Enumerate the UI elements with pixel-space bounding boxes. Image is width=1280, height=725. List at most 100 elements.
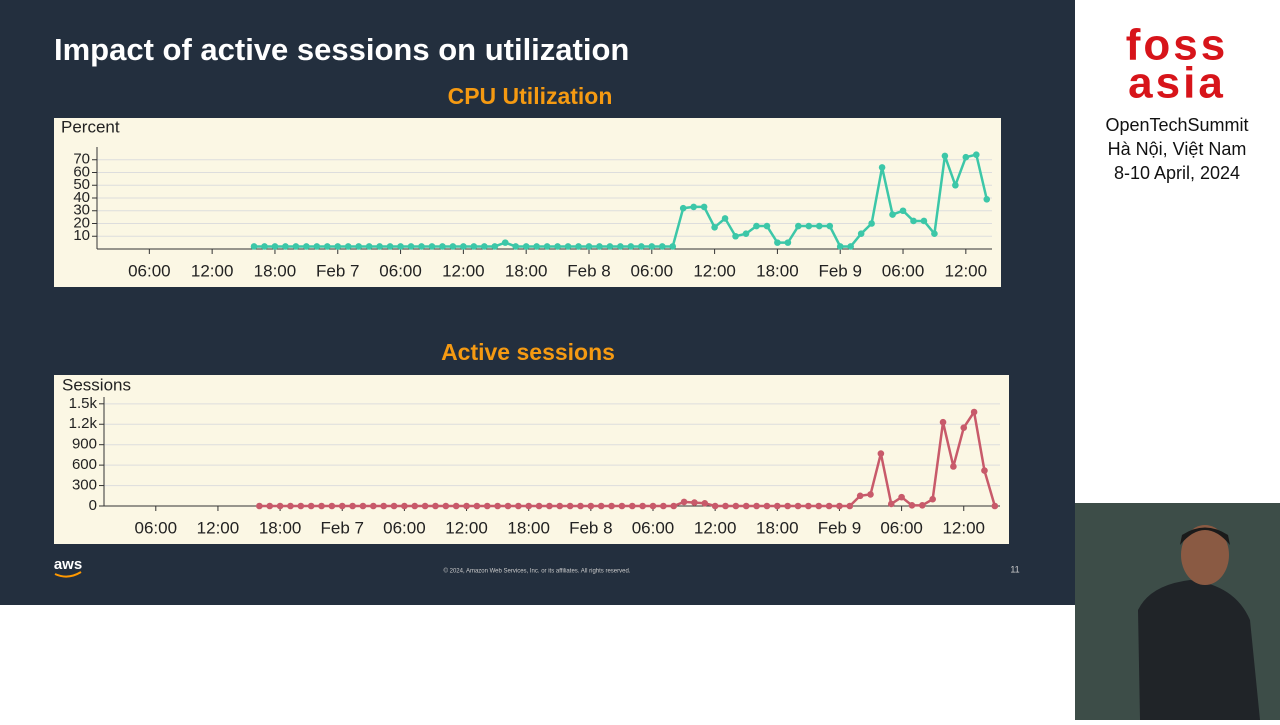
point — [701, 499, 709, 507]
x-tick-label: 12:00 — [445, 518, 488, 537]
point — [411, 502, 419, 510]
point — [960, 424, 968, 431]
point — [649, 502, 657, 510]
point — [868, 220, 875, 227]
aws-smile — [54, 571, 82, 578]
logo-top: foss — [1126, 21, 1228, 70]
y-tick-label: 50 — [73, 176, 90, 193]
y-tick-label: 900 — [72, 436, 97, 453]
point — [962, 153, 970, 161]
x-tick-label: 12:00 — [694, 518, 737, 537]
point — [307, 502, 315, 510]
y-tick-label: 600 — [72, 456, 97, 473]
x-tick-label: Feb 7 — [321, 518, 364, 537]
point — [753, 502, 760, 510]
point — [596, 243, 603, 250]
point — [250, 243, 258, 250]
point — [585, 243, 593, 250]
point — [878, 164, 886, 171]
point — [515, 502, 522, 510]
y-tick-label: 10 — [73, 227, 90, 244]
point — [494, 502, 501, 510]
point — [533, 243, 540, 250]
x-tick-label: 18:00 — [259, 518, 302, 537]
point — [501, 239, 509, 246]
chart-panel — [54, 375, 1009, 544]
point — [349, 502, 356, 510]
point — [680, 498, 688, 506]
point — [690, 203, 697, 211]
point — [825, 502, 833, 510]
point — [920, 217, 928, 225]
point — [774, 239, 781, 246]
y-tick-label: 300 — [72, 477, 97, 494]
point — [795, 222, 802, 230]
point — [421, 502, 429, 510]
point — [359, 502, 367, 510]
point — [261, 243, 268, 250]
point — [639, 502, 646, 510]
speaker-body — [1138, 580, 1260, 720]
point — [627, 243, 635, 250]
point — [660, 502, 667, 510]
x-tick-label: 06:00 — [631, 261, 674, 280]
point — [931, 230, 938, 237]
x-tick-label: 06:00 — [128, 261, 171, 280]
point — [805, 502, 812, 510]
y-tick-label: 0 — [89, 497, 97, 514]
point — [711, 502, 719, 510]
point — [910, 217, 917, 225]
point — [867, 491, 874, 498]
point — [972, 151, 980, 158]
point — [318, 502, 325, 510]
point — [618, 502, 626, 510]
point — [407, 243, 415, 250]
y-tick-label: 1.5k — [69, 395, 98, 412]
point — [606, 243, 614, 250]
footer: © 2024, Amazon Web Services, Inc. or its… — [444, 568, 631, 575]
sidebar-line: Hà Nội, Việt Nam — [1108, 139, 1247, 159]
speaker-head — [1181, 525, 1229, 585]
point — [950, 463, 957, 470]
point — [556, 502, 564, 510]
point — [266, 502, 274, 510]
x-tick-label: 12:00 — [442, 261, 485, 280]
point — [313, 243, 321, 250]
point — [877, 450, 885, 457]
point — [952, 181, 959, 189]
point — [564, 243, 572, 250]
sidebar-line: 8-10 April, 2024 — [1114, 163, 1240, 183]
point — [815, 222, 823, 230]
point — [282, 243, 289, 250]
point — [753, 222, 760, 230]
point — [669, 243, 677, 250]
x-tick-label: 12:00 — [945, 261, 988, 280]
point — [919, 502, 926, 509]
x-tick-label: Feb 8 — [567, 261, 610, 280]
x-tick-label: 06:00 — [880, 518, 923, 537]
point — [271, 243, 279, 250]
point — [491, 243, 499, 250]
point — [452, 502, 460, 510]
speaker-hair — [1180, 527, 1230, 545]
point — [483, 502, 491, 510]
point — [344, 243, 352, 250]
point — [328, 502, 336, 510]
x-tick-label: 12:00 — [942, 518, 985, 537]
point — [365, 243, 373, 250]
point — [805, 222, 813, 230]
point — [857, 230, 865, 237]
sidebar-line: OpenTechSummit — [1105, 115, 1248, 135]
point — [442, 502, 450, 510]
x-tick-label: 18:00 — [756, 261, 799, 280]
point — [941, 152, 949, 160]
point — [722, 502, 729, 510]
point — [449, 243, 457, 250]
point — [981, 467, 988, 474]
point — [929, 495, 936, 503]
point — [648, 243, 656, 250]
point — [334, 243, 342, 250]
point — [428, 243, 436, 250]
x-tick-label: 18:00 — [254, 261, 297, 280]
point — [418, 243, 425, 250]
